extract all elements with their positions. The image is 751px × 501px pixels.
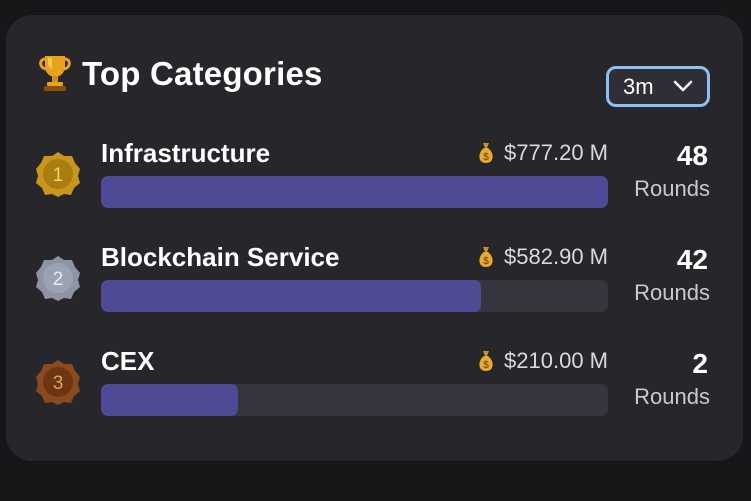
- progress-fill: [101, 384, 238, 416]
- money-bag-icon: $: [479, 247, 493, 267]
- category-amount: $ $777.20 M: [476, 140, 608, 166]
- amount-value: $777.20 M: [504, 140, 608, 165]
- rounds-count: 2: [692, 348, 708, 379]
- amount-value: $582.90 M: [504, 244, 608, 269]
- money-bag-icon: $: [479, 351, 493, 371]
- silver-rank-badge-icon: 2: [36, 256, 80, 301]
- category-row[interactable]: 3 CEX $ $210.00 M 2 Rounds: [6, 346, 743, 436]
- category-progress-bar: [101, 384, 608, 416]
- rounds-label: Rounds: [634, 176, 710, 201]
- rank-number: 2: [53, 269, 64, 290]
- category-name: Blockchain Service: [101, 242, 340, 272]
- amount-value: $210.00 M: [504, 348, 608, 373]
- progress-fill: [101, 280, 482, 312]
- rank-number: 3: [53, 373, 64, 394]
- category-name: Infrastructure: [101, 138, 271, 168]
- category-amount: $ $582.90 M: [476, 244, 608, 270]
- rank-number: 1: [53, 165, 64, 186]
- card-header: Top Categories 3m: [36, 53, 713, 107]
- category-amount: $ $210.00 M: [476, 348, 608, 374]
- top-categories-card: Top Categories 3m 1 Infrastructure $ $77…: [6, 15, 743, 461]
- period-dropdown[interactable]: 3m: [606, 66, 710, 107]
- category-name: CEX: [101, 346, 155, 376]
- rounds-label: Rounds: [634, 280, 710, 305]
- svg-text:$: $: [483, 360, 489, 371]
- category-row[interactable]: 2 Blockchain Service $ $582.90 M 42 Roun…: [6, 242, 743, 332]
- rounds-label: Rounds: [634, 384, 710, 409]
- chevron-down-icon: [673, 80, 693, 92]
- gold-rank-badge-icon: 1: [36, 152, 80, 197]
- rounds-count: 42: [676, 244, 708, 275]
- period-selected-value: 3m: [623, 73, 654, 99]
- svg-text:$: $: [483, 256, 489, 267]
- bronze-rank-badge-icon: 3: [36, 360, 80, 405]
- money-bag-icon: $: [479, 143, 493, 163]
- rounds-count: 48: [676, 140, 708, 171]
- category-progress-bar: [101, 280, 608, 312]
- trophy-icon: [39, 56, 71, 91]
- card-title: Top Categories: [82, 55, 323, 92]
- category-progress-bar: [101, 176, 608, 208]
- progress-fill: [101, 176, 608, 208]
- svg-text:$: $: [483, 152, 489, 163]
- category-row[interactable]: 1 Infrastructure $ $777.20 M 48 Rounds: [6, 138, 743, 228]
